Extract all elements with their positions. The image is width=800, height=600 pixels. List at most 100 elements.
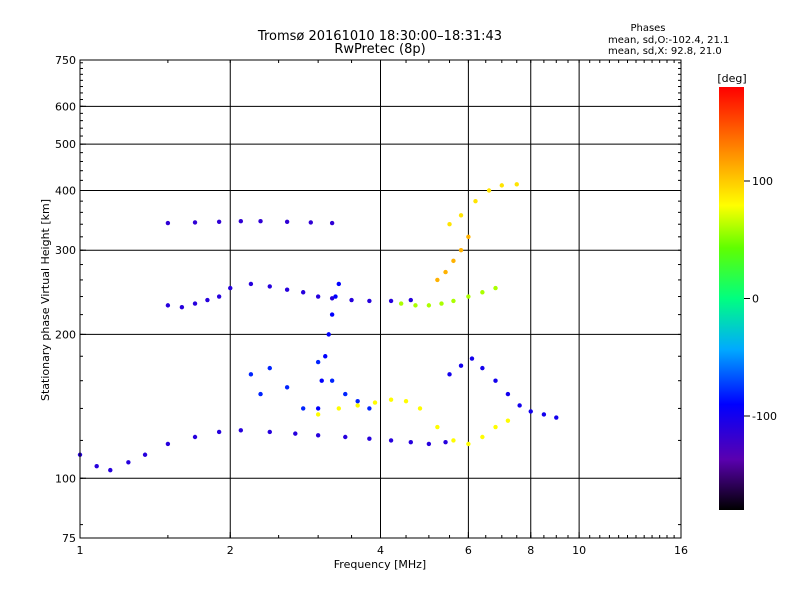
echo-point	[355, 403, 360, 408]
echo-point	[216, 294, 222, 299]
echo-point	[94, 463, 99, 469]
y-tick-label: 75	[62, 532, 76, 545]
echo-point	[329, 296, 335, 301]
echo-point	[426, 303, 432, 308]
echo-point	[480, 434, 485, 440]
y-tick-label: 200	[55, 328, 76, 341]
colorbar-tick-label: 0	[752, 293, 759, 306]
echo-point	[238, 428, 244, 433]
echo-point	[315, 412, 321, 417]
echo-point	[343, 391, 348, 397]
echo-point	[336, 281, 342, 287]
y-tick-label: 750	[55, 54, 76, 67]
echo-point	[435, 424, 440, 430]
stats-heading: Phases	[630, 23, 665, 34]
trace-o-upper	[447, 356, 559, 420]
y-tick-label: 300	[55, 244, 76, 257]
echo-point	[367, 436, 372, 441]
echo-point	[388, 298, 394, 304]
y-axis-ticks: 75 100 200 300 400 500 600 750	[55, 54, 681, 545]
echo-point	[349, 297, 354, 303]
echo-point	[315, 433, 321, 438]
echo-point	[329, 378, 335, 383]
colorbar-tick-label: -100	[752, 410, 777, 423]
echo-point	[216, 429, 222, 435]
echo-point	[458, 248, 464, 253]
echo-point	[300, 406, 306, 411]
echo-point	[469, 356, 475, 361]
echo-point	[493, 378, 498, 383]
echo-point	[308, 220, 313, 225]
echo-point	[505, 418, 511, 423]
echo-point	[284, 287, 290, 292]
y-tick-label: 400	[55, 184, 76, 197]
grid-lines	[80, 60, 681, 538]
x-tick-label: 1	[77, 544, 84, 557]
echo-point	[336, 406, 342, 411]
colorbar-ticks: -100 0 100	[744, 175, 777, 423]
echo-point	[284, 385, 290, 390]
chart-subtitle: RwPretec (8p)	[334, 42, 425, 57]
echo-point	[205, 297, 210, 303]
x-axis-ticks: 1 2 4 6 8 10 16	[77, 60, 688, 557]
stats-line-x: mean, sd,X: 92.8, 21.0	[608, 46, 722, 57]
echo-point	[284, 219, 290, 225]
echo-point	[447, 222, 452, 227]
echo-point	[192, 220, 198, 225]
echo-point	[248, 372, 254, 377]
trace-o-f2	[165, 281, 413, 310]
echo-point	[142, 452, 148, 457]
echo-point	[108, 467, 113, 473]
echo-point	[466, 294, 471, 299]
echo-point	[398, 301, 404, 306]
echo-point	[258, 219, 263, 224]
echo-point	[315, 294, 321, 299]
echo-point	[315, 406, 321, 411]
echo-point	[388, 438, 394, 443]
x-tick-label: 6	[465, 544, 472, 557]
echo-point	[192, 434, 198, 440]
echo-point	[267, 429, 272, 435]
echo-point	[329, 220, 335, 226]
echo-point	[367, 298, 372, 304]
echo-point	[458, 213, 464, 218]
echo-point	[493, 285, 498, 291]
echo-point	[451, 438, 456, 443]
echo-point	[329, 312, 335, 317]
echo-point	[258, 391, 263, 397]
y-tick-label: 600	[55, 100, 76, 113]
echo-point	[435, 277, 440, 283]
trace-x-low	[315, 397, 511, 447]
stats-line-o: mean, sd,O:-102.4, 21.1	[608, 35, 729, 46]
echo-point	[443, 439, 448, 445]
echo-point	[541, 412, 547, 417]
echo-point	[319, 378, 324, 383]
echo-point	[480, 365, 485, 371]
echo-point	[126, 460, 131, 465]
echo-point	[493, 424, 498, 430]
echo-traces	[77, 182, 559, 473]
echo-point	[165, 441, 171, 447]
echo-point	[300, 290, 306, 295]
echo-point	[443, 269, 448, 275]
echo-point	[499, 183, 505, 188]
trace-o-low	[77, 428, 448, 473]
echo-point	[486, 188, 492, 193]
echo-point	[179, 304, 185, 310]
echo-point	[228, 285, 233, 291]
colorbar-tick-label: 100	[752, 175, 773, 188]
echo-point	[447, 372, 452, 377]
colorbar-label: [deg]	[717, 72, 746, 85]
echo-point	[216, 219, 222, 225]
echo-point	[473, 198, 478, 204]
echo-point	[343, 434, 348, 440]
echo-point	[267, 284, 272, 289]
echo-point	[192, 301, 198, 306]
echo-point	[413, 303, 418, 308]
chart-title: Tromsø 20161010 18:30:00–18:31:43	[257, 29, 502, 44]
echo-point	[165, 220, 171, 226]
y-axis-label: Stationary phase Virtual Height [km]	[39, 199, 52, 401]
x-tick-label: 16	[674, 544, 688, 557]
echo-point	[439, 301, 444, 306]
colorbar	[719, 87, 744, 510]
